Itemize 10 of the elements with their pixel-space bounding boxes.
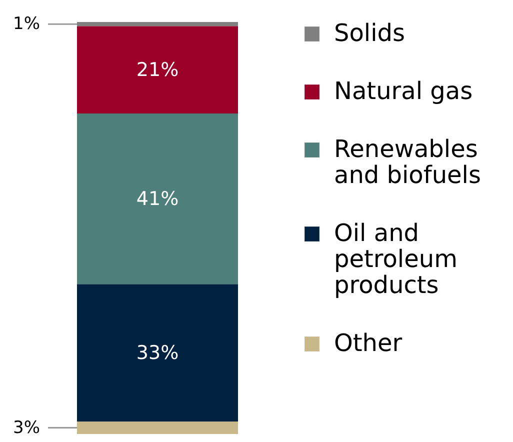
data-label: 33% bbox=[136, 342, 179, 364]
legend-label: Other bbox=[334, 329, 402, 357]
data-label: 41% bbox=[136, 188, 179, 210]
legend-label: Natural gas bbox=[334, 77, 473, 105]
legend-label: Renewables and biofuels bbox=[334, 135, 481, 189]
data-label: 3% bbox=[13, 418, 40, 438]
legend-label: Oil and petroleum products bbox=[334, 219, 458, 299]
data-label: 1% bbox=[13, 14, 40, 34]
legend-label: Solids bbox=[334, 19, 405, 47]
data-label: 21% bbox=[136, 58, 179, 81]
